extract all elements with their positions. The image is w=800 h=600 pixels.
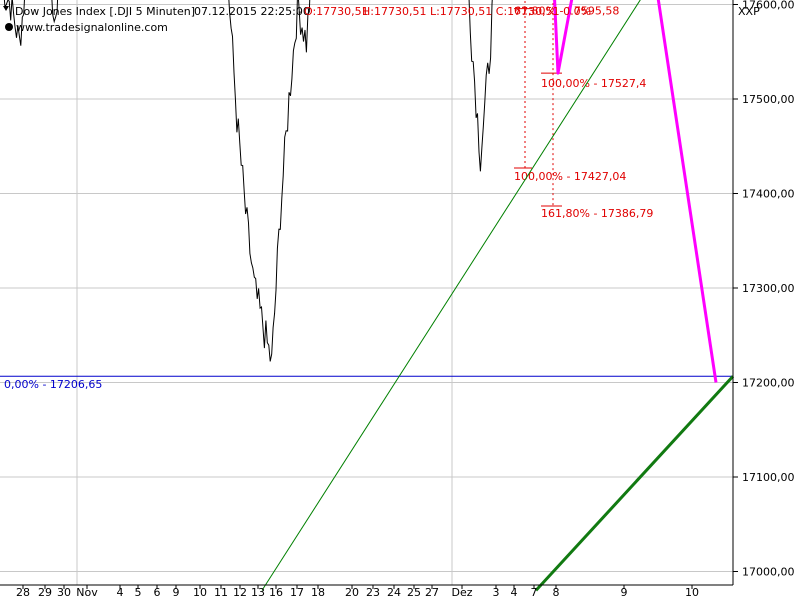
fib-level-label: 0,00% - 17206,65 [4, 378, 102, 391]
x-tick-label: Nov [76, 586, 98, 599]
x-tick-label: 29 [38, 586, 52, 599]
x-tick-label: 6 [154, 586, 161, 599]
x-tick-label: 9 [621, 586, 628, 599]
instrument-title: Dow Jones Index [.DJI 5 Minuten] [15, 5, 195, 18]
x-tick-label: 23 [366, 586, 380, 599]
axis-unit-label: XXP [738, 5, 760, 18]
grid [0, 0, 733, 585]
x-tick-label: 7 [531, 586, 538, 599]
trendline-thin [261, 0, 641, 591]
x-tick-label: 30 [57, 586, 71, 599]
y-tick-label: 17000,00 [742, 566, 795, 579]
header-dash: - [298, 5, 302, 18]
x-tick-label: 4 [117, 586, 124, 599]
fib-level-label: 61,80% - 17595,58 [514, 5, 619, 18]
chart-header: Dow Jones Index [.DJI 5 Minuten] 07.12.2… [3, 5, 760, 34]
x-tick-label: 3 [493, 586, 500, 599]
x-tick-label: 13 [251, 586, 265, 599]
trendlines [261, 0, 735, 592]
fib-level-label: 100,00% - 17527,4 [541, 77, 646, 90]
y-tick-label: 17200,00 [742, 377, 795, 390]
x-tick-label: 11 [214, 586, 228, 599]
x-tick-label: 8 [553, 586, 560, 599]
x-tick-label: 28 [16, 586, 30, 599]
website-bullet-icon [5, 23, 13, 31]
fibonacci-levels: 100,00% - 17977,370,00% - 17206,650,00% … [0, 0, 733, 391]
y-tick-label: 17300,00 [742, 282, 795, 295]
website-label: www.tradesignalonline.com [16, 21, 168, 34]
y-tick-label: 17100,00 [742, 471, 795, 484]
fib-level-label: 161,80% - 17386,79 [541, 207, 653, 220]
y-tick-label: 17600,00 [742, 0, 795, 12]
x-tick-label: 10 [685, 586, 699, 599]
x-tick-label: 5 [135, 586, 142, 599]
x-tick-label: 25 [407, 586, 421, 599]
y-tick-label: 17400,00 [742, 188, 795, 201]
x-tick-label: 24 [387, 586, 401, 599]
projection-path [553, 0, 718, 383]
header-open: O:17730,51 [304, 5, 369, 18]
price-series [3, 0, 493, 362]
x-tick-label: 12 [233, 586, 247, 599]
x-tick-label: 9 [173, 586, 180, 599]
x-tick-label: Dez [451, 586, 472, 599]
projection-drop-line [656, 0, 718, 383]
projection-line [553, 0, 574, 75]
x-tick-label: 16 [269, 586, 283, 599]
x-tick-label: 27 [425, 586, 439, 599]
x-tick-label: 4 [511, 586, 518, 599]
price-line [3, 0, 493, 362]
x-tick-label: 18 [311, 586, 325, 599]
collapse-triangle-icon[interactable] [3, 6, 9, 11]
header-ohlc: H:17730,51 L:17730,51 C:17730,51 0 0% [362, 5, 591, 18]
x-tick-label: 10 [193, 586, 207, 599]
y-tick-label: 17500,00 [742, 93, 795, 106]
x-tick-label: 17 [290, 586, 304, 599]
fib-level-label: 100,00% - 17427,04 [514, 170, 626, 183]
header-datetime: 07.12.2015 22:25:00 [194, 5, 310, 18]
x-tick-label: 20 [345, 586, 359, 599]
trendline-thick [534, 375, 735, 592]
